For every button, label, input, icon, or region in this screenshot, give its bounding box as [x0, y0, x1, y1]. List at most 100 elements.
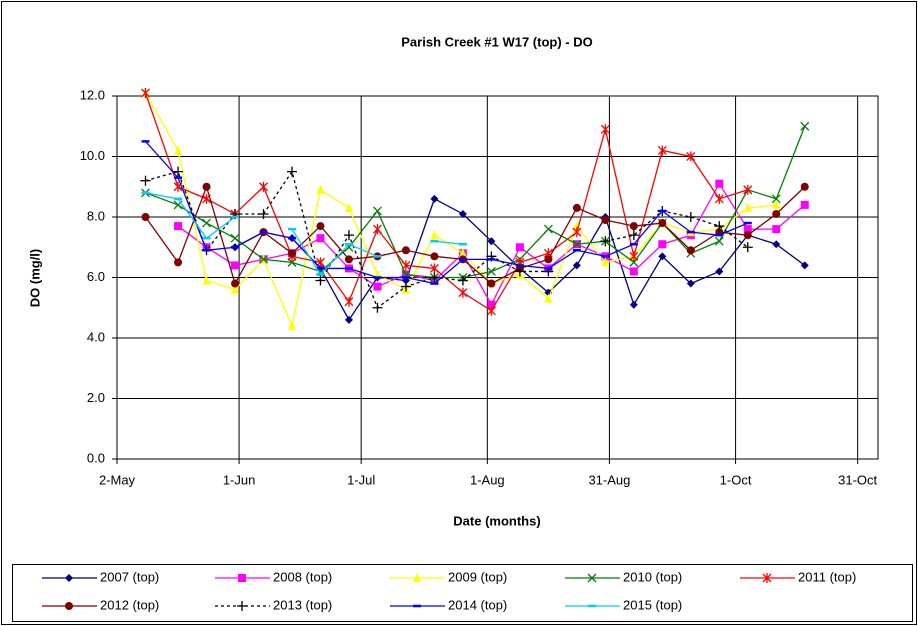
marker: [572, 203, 581, 212]
marker: [174, 145, 183, 155]
x-axis-label: Date (months): [453, 513, 540, 528]
marker: [373, 282, 382, 291]
marker: [743, 231, 752, 240]
marker: [372, 206, 382, 216]
marker: [259, 254, 268, 264]
marker: [572, 261, 581, 270]
legend-marker: [237, 601, 247, 611]
marker: [686, 246, 695, 255]
marker: [458, 209, 467, 218]
marker: [259, 181, 268, 192]
marker: [743, 225, 752, 234]
marker: [343, 230, 354, 241]
marker: [344, 255, 353, 264]
series-line: [144, 92, 748, 312]
marker: [658, 252, 667, 261]
y-tick-label: 10.0: [80, 148, 105, 163]
legend-entry: 2008 (top): [215, 569, 332, 584]
marker: [800, 200, 809, 209]
marker: [743, 184, 753, 195]
y-tick-label: 2.0: [87, 390, 105, 405]
marker: [287, 249, 296, 258]
series-line: [291, 228, 378, 276]
marker: [173, 166, 184, 177]
marker: [628, 230, 639, 241]
marker: [743, 202, 752, 212]
x-tick-label: 31-Oct: [838, 472, 877, 487]
legend-label: 2015 (top): [623, 597, 682, 612]
marker: [600, 124, 610, 135]
marker: [430, 252, 439, 261]
marker: [772, 199, 781, 209]
marker: [429, 263, 439, 274]
legend-entry: 2010 (top): [565, 569, 682, 584]
marker: [458, 248, 467, 258]
marker: [202, 218, 211, 228]
marker: [715, 267, 724, 276]
marker: [487, 237, 496, 246]
marker: [316, 234, 325, 243]
marker: [601, 216, 610, 225]
legend-box: [12, 564, 913, 622]
series: [140, 166, 753, 313]
marker: [430, 194, 439, 203]
series-line: [434, 240, 463, 245]
marker: [400, 281, 411, 292]
marker: [486, 266, 496, 276]
marker: [315, 275, 326, 286]
series-line: [145, 192, 236, 240]
marker: [658, 219, 667, 228]
x-tick-label: 2-May: [99, 472, 136, 487]
marker: [515, 243, 524, 252]
y-tick-label: 4.0: [87, 329, 105, 344]
marker: [629, 300, 638, 309]
marker: [572, 221, 581, 231]
marker: [174, 222, 183, 231]
marker: [742, 242, 753, 253]
legend-entry: 2012 (top): [42, 597, 159, 612]
marker: [772, 240, 781, 249]
marker: [344, 296, 354, 307]
marker: [686, 151, 696, 162]
marker: [286, 166, 297, 177]
legend-label: 2010 (top): [623, 569, 682, 584]
marker: [258, 208, 269, 219]
marker: [658, 240, 667, 249]
chart-title: Parish Creek #1 W17 (top) - DO: [401, 34, 592, 49]
legend-entry: 2013 (top): [215, 597, 332, 612]
marker: [401, 260, 411, 271]
y-tick-label: 6.0: [87, 269, 105, 284]
marker: [487, 300, 496, 309]
marker: [629, 251, 639, 262]
marker: [800, 261, 809, 270]
marker: [685, 212, 696, 222]
legend-entry: 2009 (top): [390, 569, 507, 584]
x-tick-label: 1-Jun: [223, 472, 256, 487]
series-line: [145, 140, 749, 285]
x-tick-label: 1-Oct: [720, 472, 752, 487]
marker: [772, 209, 781, 218]
marker: [572, 227, 582, 238]
marker: [543, 224, 553, 234]
marker: [231, 284, 240, 294]
legend-entry: 2015 (top): [565, 597, 682, 612]
x-tick-label: 1-Jul: [347, 472, 375, 487]
legend-label: 2014 (top): [448, 597, 507, 612]
legend-marker: [413, 573, 421, 582]
y-tick-label: 8.0: [87, 208, 105, 223]
marker: [344, 315, 353, 324]
legend-label: 2011 (top): [798, 569, 856, 584]
marker: [772, 225, 781, 234]
legend-label: 2013 (top): [273, 597, 332, 612]
marker: [600, 236, 611, 247]
marker: [572, 239, 582, 249]
marker: [486, 305, 496, 316]
marker: [715, 179, 724, 188]
marker: [601, 257, 610, 267]
marker: [316, 184, 325, 194]
legend-label: 2008 (top): [273, 569, 332, 584]
legend-label: 2007 (top): [100, 569, 159, 584]
marker: [141, 213, 150, 221]
